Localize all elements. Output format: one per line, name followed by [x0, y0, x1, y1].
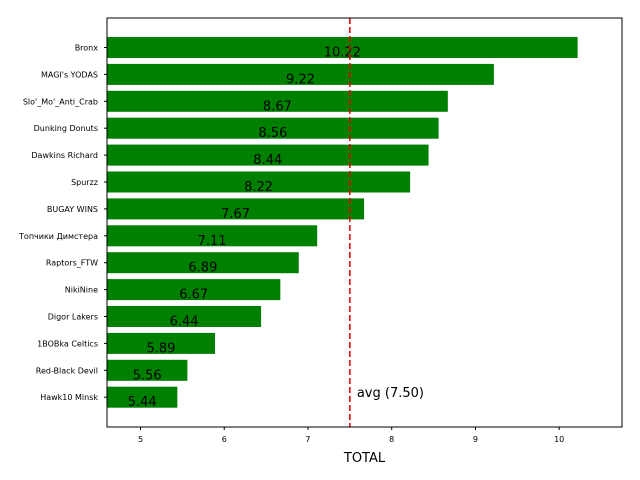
x-tick-label: 9 [473, 435, 478, 444]
bar-value-label: 8.22 [244, 180, 273, 195]
category-labels-layer: Bronx MAGI's YODAS Slo'_Mo'_Anti_Crab Dunki… [18, 44, 107, 402]
bar-value-label: 8.56 [258, 126, 287, 141]
x-tick-label: 5 [138, 435, 143, 444]
x-tick-label: 8 [389, 435, 394, 444]
bar [107, 198, 365, 220]
bar-value-label: 8.67 [263, 99, 292, 114]
bar [107, 332, 216, 354]
bar-value-label: 5.89 [147, 341, 176, 356]
category-label: Топчики Димстера [18, 232, 98, 241]
bar [107, 279, 281, 301]
bar-value-label: 5.44 [128, 395, 157, 410]
category-label: NikiNine [65, 286, 98, 295]
bar [107, 359, 188, 381]
bar-value-label: 6.89 [188, 261, 217, 276]
category-label: Dawkins Richard [31, 151, 98, 160]
x-axis-title: TOTAL [343, 451, 386, 466]
bars-layer [107, 37, 578, 408]
bar-value-label: 10.22 [324, 46, 361, 61]
bar [107, 225, 318, 247]
bar [107, 306, 262, 327]
bar [107, 117, 439, 139]
bar [107, 144, 429, 166]
category-label: 1BOBka Celtics [37, 339, 98, 348]
bar [107, 37, 578, 58]
category-label: BUGAY WINS [47, 205, 98, 214]
bar-value-label: 5.56 [133, 368, 162, 383]
category-label: Hawk10 Minsk [40, 393, 98, 402]
category-label: Raptors_FTW [46, 259, 98, 268]
bar-value-label: 7.67 [221, 207, 250, 222]
x-tick-label: 7 [305, 435, 310, 444]
category-label: Digor Lakers [48, 313, 98, 322]
bar [107, 252, 299, 274]
bar [107, 171, 411, 193]
bar-value-label: 6.67 [179, 288, 208, 303]
category-label: MAGI's YODAS [41, 70, 98, 79]
bar-value-label: 6.44 [170, 315, 199, 330]
category-label: Slo'_Mo'_Anti_Crab [23, 97, 98, 106]
category-label: Bronx [75, 44, 99, 53]
value-labels-layer: 10.22 9.22 8.67 8.56 8.44 8.22 7.67 7.11 6.89 6.6… [128, 46, 361, 411]
category-label: Red-Black Devil [36, 366, 98, 375]
bar-value-label: 7.11 [198, 234, 227, 249]
x-tick-label: 6 [222, 435, 227, 444]
bar [107, 63, 494, 85]
category-label: Spurzz [71, 178, 98, 187]
plot-frame [106, 17, 623, 428]
x-tick-label: 10 [554, 435, 564, 444]
bar-value-label: 8.44 [253, 153, 282, 168]
bar-value-label: 9.22 [286, 72, 315, 87]
bar [107, 90, 448, 112]
bar [107, 386, 178, 408]
average-label: avg (7.50) [357, 386, 424, 401]
category-label: Dunking Donuts [34, 124, 98, 133]
